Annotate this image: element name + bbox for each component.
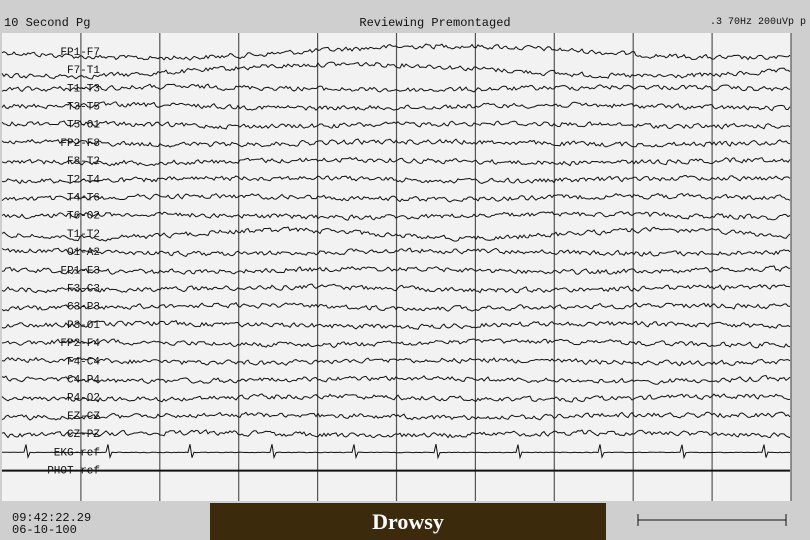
channel-label: C3-P3 xyxy=(67,302,100,314)
ekg-trace xyxy=(2,443,791,460)
eeg-trace xyxy=(1,211,791,221)
channel-label: T1-T2 xyxy=(67,229,100,241)
eeg-trace xyxy=(1,192,791,203)
channel-label: P4-O2 xyxy=(67,393,100,405)
date-label: 06-10-100 xyxy=(12,523,77,537)
page-label: 10 Second Pg xyxy=(4,16,90,30)
channel-label: FP1-F3 xyxy=(60,265,100,277)
channel-label: T5-O1 xyxy=(67,120,100,132)
eeg-trace xyxy=(1,120,791,130)
channel-label: F3-C3 xyxy=(67,284,100,296)
second-lines xyxy=(80,33,792,501)
traces xyxy=(1,43,791,472)
channel-label: C4-P4 xyxy=(67,375,100,387)
eeg-trace xyxy=(1,61,791,80)
eeg-trace xyxy=(1,226,791,242)
eeg-trace xyxy=(1,247,791,257)
channel-label: P3-O1 xyxy=(67,320,100,332)
channel-label: FZ-CZ xyxy=(67,411,100,423)
channel-label: FP2-F4 xyxy=(60,338,100,350)
scale-bar xyxy=(637,514,787,526)
eeg-trace xyxy=(1,301,791,312)
channel-label: CZ-PZ xyxy=(67,429,100,441)
channel-label: O1-A2 xyxy=(67,247,100,259)
state-label: Drowsy xyxy=(372,509,444,534)
eeg-trace xyxy=(1,356,791,367)
channel-label: T3-T5 xyxy=(67,102,100,114)
mode-label: Reviewing Premontaged xyxy=(359,16,510,30)
state-box xyxy=(210,503,606,540)
eeg-trace xyxy=(1,174,791,185)
channel-label: F8-T2 xyxy=(67,156,100,168)
eeg-trace xyxy=(1,411,791,421)
eeg-trace xyxy=(1,43,791,61)
channel-label: F4-C4 xyxy=(67,356,100,368)
channel-label: T4-T6 xyxy=(67,193,100,205)
channel-label: PHOT-ref xyxy=(47,466,100,478)
channel-labels: FP1-F7 F7-T1 T1-T3 T3-T5 T5-O1 FP2-F8 F8-T2 T2-… xyxy=(47,47,100,478)
eeg-trace xyxy=(1,338,791,349)
eeg-trace xyxy=(1,83,791,93)
channel-label: FP2-F8 xyxy=(60,138,100,150)
channel-label: T6-O2 xyxy=(67,211,100,223)
channel-label: FP1-F7 xyxy=(60,47,100,59)
eeg-trace xyxy=(1,429,791,439)
filter-label: .3 70Hz 200uVp p xyxy=(710,17,806,28)
eeg-trace xyxy=(1,138,791,148)
channel-label: EKG-ref xyxy=(54,447,100,459)
eeg-trace xyxy=(1,265,791,275)
eeg-trace xyxy=(1,374,791,385)
time-label: 09:42:22.29 xyxy=(12,511,91,525)
eeg-trace xyxy=(1,283,791,294)
channel-label: T1-T3 xyxy=(67,83,100,95)
channel-label: T2-T4 xyxy=(67,174,100,186)
eeg-trace xyxy=(1,156,791,167)
eeg-trace xyxy=(1,319,791,330)
eeg-trace xyxy=(1,101,791,112)
eeg-trace xyxy=(1,393,791,403)
channel-label: F7-T1 xyxy=(67,65,100,77)
